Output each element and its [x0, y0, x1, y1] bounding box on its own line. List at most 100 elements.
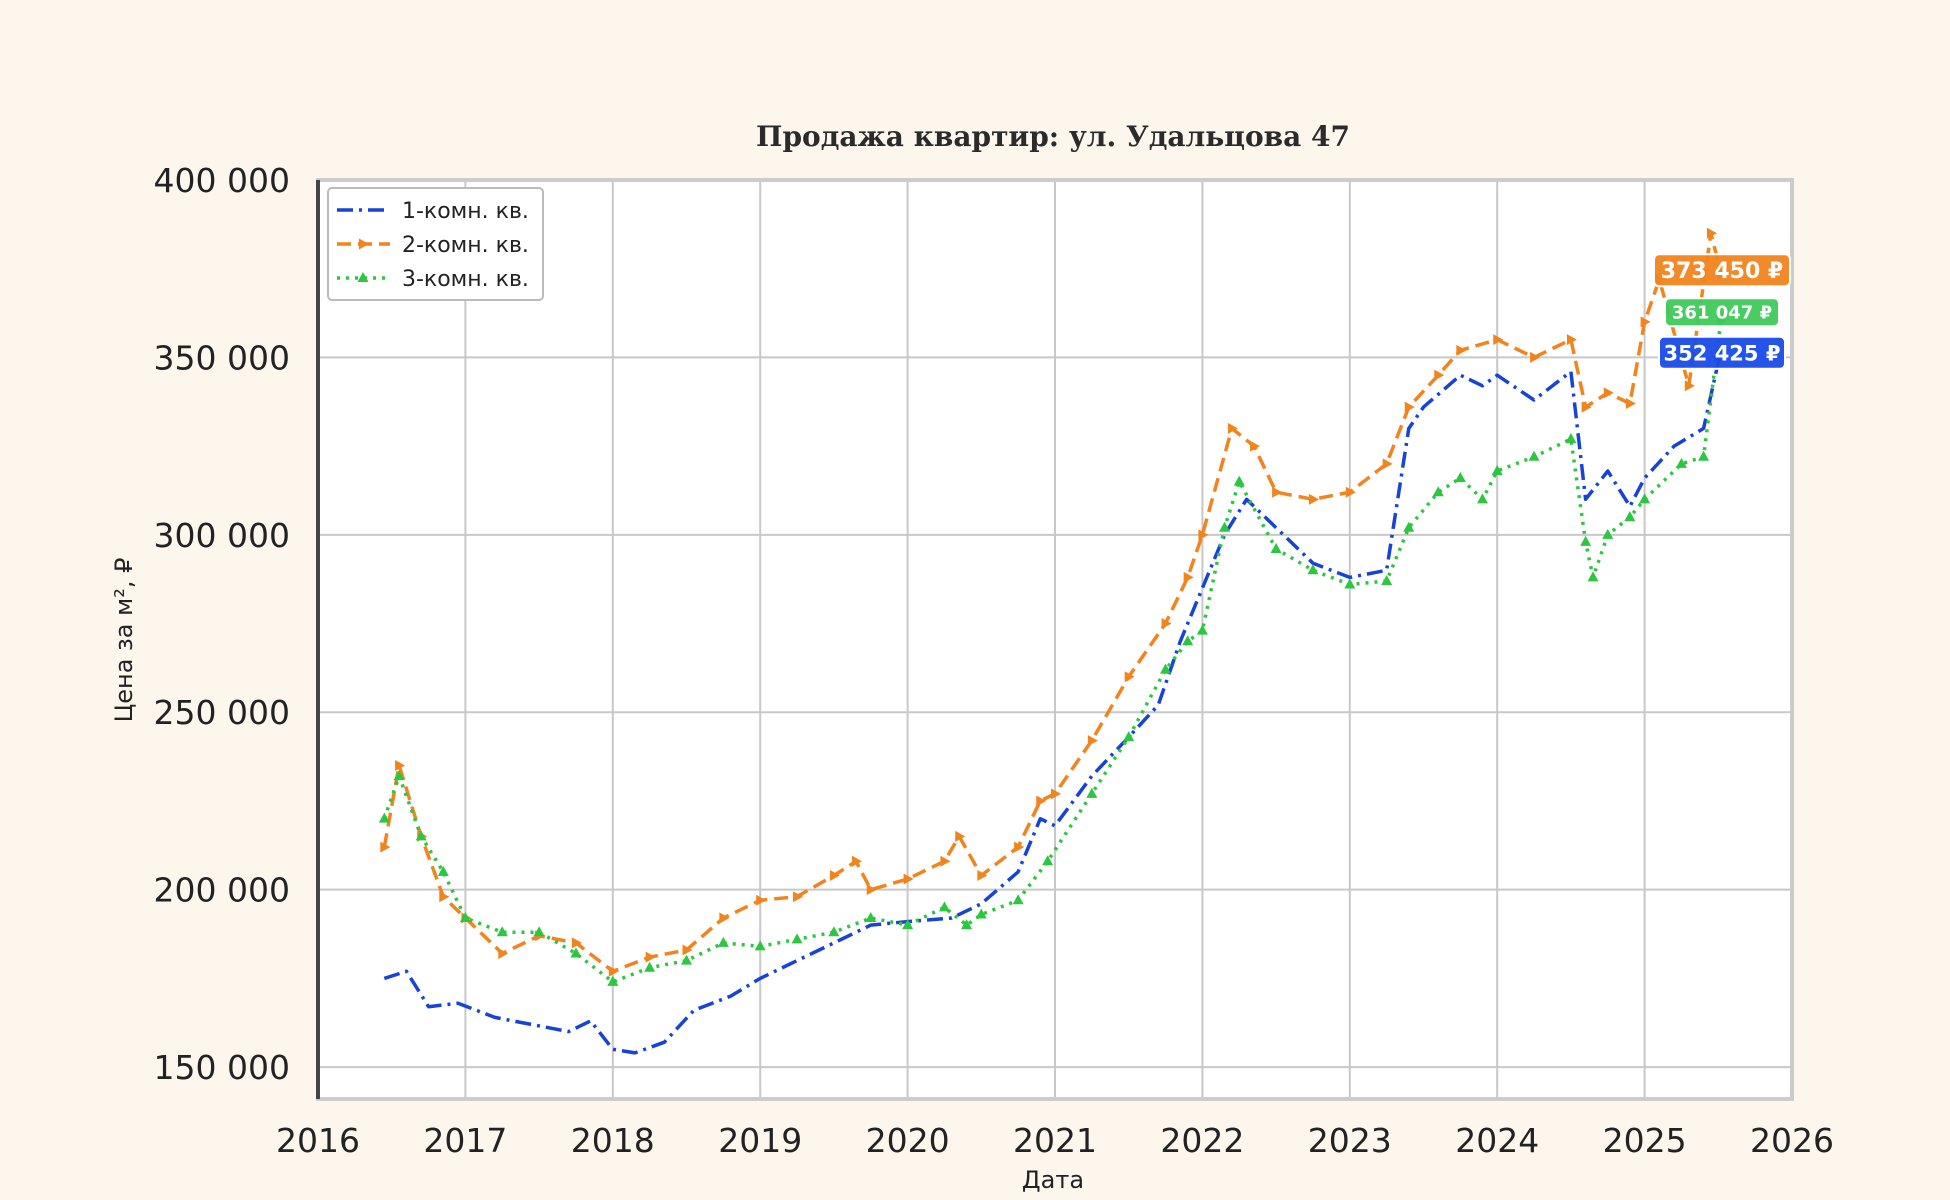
data-point-marker [1434, 369, 1445, 381]
data-point-marker [1012, 894, 1024, 905]
data-point-marker [1528, 450, 1540, 461]
data-point-marker [570, 947, 582, 958]
data-point-marker [378, 812, 390, 823]
legend: 1-комн. кв. 2-комн. кв. 3-комн. кв. [327, 187, 544, 301]
data-point-marker [1684, 380, 1695, 392]
data-point-marker [1566, 334, 1577, 346]
value-badge-box [1664, 297, 1780, 328]
series-3 [378, 312, 1727, 986]
data-point-marker [1124, 671, 1135, 683]
data-point-marker [533, 926, 545, 937]
data-point-marker [754, 940, 766, 951]
value-badge-label: 373 450 ₽ [1661, 259, 1783, 284]
data-point-marker [1639, 493, 1651, 504]
data-point-marker [439, 891, 450, 903]
data-point-marker [1456, 344, 1467, 356]
value-badge-box [1653, 253, 1791, 288]
x-tick-label: 2017 [423, 1121, 507, 1160]
data-point-marker [1432, 486, 1444, 497]
data-point-marker [1160, 663, 1172, 674]
legend-box [327, 187, 544, 301]
data-point-marker [459, 912, 471, 923]
data-point-marker [1183, 571, 1194, 583]
x-tick-label: 2021 [1013, 1121, 1097, 1160]
data-point-marker [496, 926, 508, 937]
legend-marker [359, 238, 369, 250]
data-point-marker [1161, 618, 1172, 630]
series-lines [378, 227, 1728, 1055]
x-tick-label: 2016 [276, 1121, 360, 1160]
value-badge: 373 450 ₽ [1653, 253, 1791, 288]
data-point-marker [852, 855, 863, 867]
data-point-marker [1086, 787, 1098, 798]
data-point-marker [829, 869, 840, 881]
y-tick-label: 250 000 [154, 693, 290, 732]
data-point-marker [415, 830, 427, 841]
data-point-marker [828, 926, 840, 937]
x-tick-label: 2020 [866, 1121, 950, 1160]
data-point-marker [1565, 433, 1577, 444]
data-point-marker [607, 975, 619, 986]
data-point-marker [866, 884, 877, 896]
data-point-marker [1476, 493, 1488, 504]
data-point-marker [1196, 624, 1208, 635]
value-badge-label: 361 047 ₽ [1672, 303, 1772, 324]
data-point-marker [756, 894, 767, 906]
x-tick-label: 2023 [1308, 1121, 1392, 1160]
data-point-marker [380, 841, 391, 853]
data-point-marker [1581, 401, 1592, 413]
data-point-marker [1051, 788, 1061, 800]
data-point-marker [1698, 450, 1710, 461]
data-point-marker [1087, 735, 1098, 747]
data-point-marker [1382, 458, 1393, 470]
data-point-marker [1603, 387, 1614, 399]
data-point-marker [1640, 316, 1651, 328]
series-2 [380, 227, 1728, 977]
data-point-marker [975, 908, 987, 919]
x-tick-label: 2026 [1750, 1121, 1834, 1160]
data-point-marker [1344, 578, 1356, 589]
data-point-marker [903, 873, 914, 885]
data-point-marker [608, 965, 619, 977]
data-point-marker [1233, 475, 1245, 486]
data-point-marker [1042, 855, 1054, 866]
data-point-marker [1381, 574, 1393, 585]
data-point-marker [395, 759, 406, 771]
data-point-marker [955, 830, 966, 842]
value-badge: 361 047 ₽ [1664, 297, 1780, 328]
y-tick-labels: 150 000 200 000 250 000 300 000 350 000 400 0… [154, 161, 290, 1087]
legend-label: 2-комн. кв. [402, 233, 529, 258]
data-point-marker [1624, 511, 1636, 522]
data-point-marker [1493, 334, 1504, 346]
data-point-marker [1345, 486, 1356, 498]
data-point-marker [1270, 543, 1282, 554]
data-point-marker [644, 961, 656, 972]
x-tick-labels: 2016 2017 2018 2019 2020 2021 2022 2023 2024 2025… [276, 1121, 1834, 1160]
y-tick-label: 300 000 [154, 516, 290, 555]
x-tick-label: 2025 [1603, 1121, 1687, 1160]
y-tick-label: 150 000 [154, 1048, 290, 1087]
data-point-marker [1625, 398, 1636, 410]
x-tick-label: 2022 [1160, 1121, 1244, 1160]
x-tick-label: 2018 [571, 1121, 655, 1160]
value-badge: 352 425 ₽ [1658, 335, 1786, 370]
data-point-marker [1219, 521, 1231, 532]
data-point-marker [571, 937, 582, 949]
data-point-marker [1491, 464, 1503, 475]
data-point-marker [977, 869, 988, 881]
series-line [383, 348, 1723, 1055]
data-point-marker [1580, 535, 1592, 546]
data-point-marker [902, 919, 914, 930]
data-point-marker [865, 912, 877, 923]
value-badge-box [1658, 335, 1786, 370]
value-badge-label: 352 425 ₽ [1664, 341, 1781, 365]
data-point-marker [1675, 457, 1687, 468]
series-line [382, 317, 1723, 984]
data-point-marker [1249, 440, 1260, 452]
data-point-marker [1227, 422, 1238, 434]
data-point-marker [1198, 529, 1209, 541]
data-point-marker [961, 919, 973, 930]
data-point-marker [1182, 635, 1194, 646]
data-point-marker [717, 936, 729, 947]
